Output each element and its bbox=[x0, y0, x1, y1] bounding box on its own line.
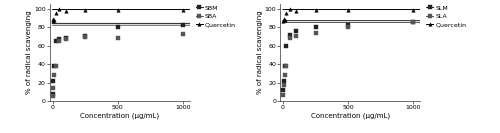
X-axis label: Concentration (μg/mL): Concentration (μg/mL) bbox=[310, 112, 390, 119]
Y-axis label: % of radical scavenging: % of radical scavenging bbox=[256, 11, 262, 94]
X-axis label: Concentration (μg/mL): Concentration (μg/mL) bbox=[80, 112, 160, 119]
Legend: SLM, SLA, Quercetin: SLM, SLA, Quercetin bbox=[426, 5, 467, 28]
Legend: SBM, SBA, Quercetin: SBM, SBA, Quercetin bbox=[196, 5, 236, 28]
Y-axis label: % of radical scavenging: % of radical scavenging bbox=[26, 11, 32, 94]
